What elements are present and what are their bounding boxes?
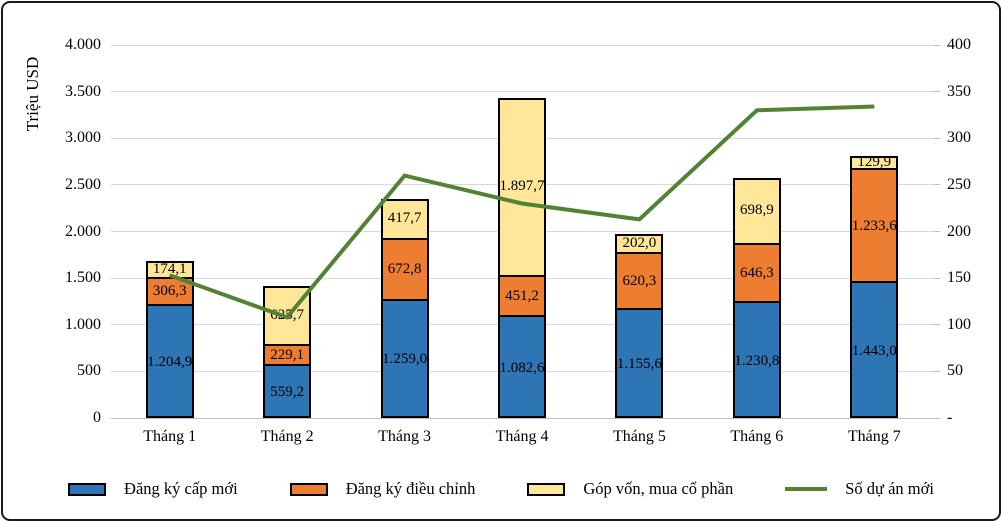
x-axis-label: Tháng 6 xyxy=(730,428,784,445)
x-axis-label: Tháng 2 xyxy=(260,428,314,445)
right-axis-tick-label: 350 xyxy=(947,82,971,100)
bar-segment-ang-ky-cap-moi xyxy=(617,308,662,416)
legend-label: Số dự án mới xyxy=(845,479,934,498)
x-axis-label: Tháng 5 xyxy=(612,428,666,445)
left-axis-tick-label: 3.500 xyxy=(65,82,101,100)
legend-item-ang-ky-ieu-chinh: Đăng ký điều chỉnh xyxy=(289,479,476,499)
legend-item-so-du-an-moi: Số dự án mới xyxy=(785,479,934,499)
bar-thang-7 xyxy=(850,156,899,418)
bar-thang-6 xyxy=(732,177,781,418)
left-axis-tick-label: 0 xyxy=(93,409,101,426)
left-axis-tick-label: 2.000 xyxy=(65,222,101,240)
right-axis-tick-mark xyxy=(933,44,940,46)
bar-segment-ang-ky-cap-moi xyxy=(147,303,192,416)
gridline xyxy=(111,417,933,419)
legend-swatch-ang-ky-cap-moi xyxy=(68,482,107,496)
x-axis-label: Tháng 1 xyxy=(143,428,197,445)
legend-label: Đăng ký điều chỉnh xyxy=(345,479,476,498)
plot-area: 1.204,9 306,3 174,1 559,2 229,1 625,7 1.259,0 6… xyxy=(111,44,933,419)
left-axis-tick-label: 1.500 xyxy=(65,269,101,287)
left-axis-tick-label: 1.000 xyxy=(65,315,101,333)
right-axis-tick-mark xyxy=(933,91,940,93)
bar-thang-3 xyxy=(380,198,429,418)
bar-segment-gop-von-mua-co-phan xyxy=(852,158,897,169)
bar-segment-ang-ky-cap-moi xyxy=(852,281,897,416)
right-axis-tick-mark xyxy=(933,137,940,139)
bar-segment-gop-von-mua-co-phan xyxy=(617,235,662,253)
right-axis-tick-label: 400 xyxy=(947,36,971,53)
bar-segment-ang-ky-ieu-chinh xyxy=(500,274,544,316)
bar-segment-ang-ky-ieu-chinh xyxy=(617,252,662,309)
right-axis-tick-mark xyxy=(933,417,940,419)
bar-thang-2 xyxy=(263,286,312,418)
bar-segment-gop-von-mua-co-phan xyxy=(382,200,427,238)
bar-segment-gop-von-mua-co-phan xyxy=(734,179,779,243)
gridline xyxy=(111,91,933,93)
bar-segment-ang-ky-cap-moi xyxy=(500,315,544,416)
right-axis-tick-mark xyxy=(933,231,940,232)
x-axis-label: Tháng 3 xyxy=(378,428,431,445)
legend-item-ang-ky-cap-moi: Đăng ký cấp mới xyxy=(68,479,238,499)
right-axis-tick-label: 50 xyxy=(947,362,963,380)
bar-segment-gop-von-mua-co-phan xyxy=(500,100,544,275)
bar-segment-ang-ky-cap-moi xyxy=(734,301,779,416)
legend-line-swatch xyxy=(785,487,828,491)
left-axis-tick-label: 3.000 xyxy=(65,129,101,147)
right-axis-tick-mark xyxy=(933,324,940,326)
new-projects-line xyxy=(169,104,875,320)
right-axis-tick-label: 300 xyxy=(947,129,971,147)
right-axis-tick-mark xyxy=(933,370,940,372)
bar-thang-5 xyxy=(615,233,664,418)
bar-segment-gop-von-mua-co-phan xyxy=(147,262,192,278)
right-axis-tick-label: 200 xyxy=(947,222,971,240)
x-axis-label: Tháng 7 xyxy=(847,428,901,445)
legend-swatch-ang-ky-ieu-chinh xyxy=(289,482,328,496)
legend-label: Đăng ký cấp mới xyxy=(124,479,238,498)
left-axis-tick-label: 2.500 xyxy=(65,175,101,193)
bar-segment-ang-ky-ieu-chinh xyxy=(734,242,779,302)
right-axis-tick-mark xyxy=(933,184,940,186)
right-axis-tick-label: - xyxy=(947,409,953,426)
left-axis-tick-label: 4.000 xyxy=(65,36,101,53)
left-axis-tick-label: 500 xyxy=(77,362,101,380)
x-axis-label: Tháng 4 xyxy=(495,428,549,445)
bar-segment-ang-ky-cap-moi xyxy=(382,298,427,416)
legend: Đăng ký cấp mới Đăng ký điều chỉnh Góp vốn… xyxy=(3,469,999,509)
bar-segment-ang-ky-ieu-chinh xyxy=(382,237,427,299)
right-axis-tick-label: 150 xyxy=(947,269,971,287)
right-axis-tick-label: 100 xyxy=(947,315,971,333)
bar-thang-1 xyxy=(145,260,194,418)
bar-segment-ang-ky-ieu-chinh xyxy=(265,344,310,364)
right-axis-tick-label: 250 xyxy=(947,175,971,193)
bar-segment-ang-ky-ieu-chinh xyxy=(852,168,897,282)
gridline xyxy=(111,44,933,46)
legend-label: Góp vốn, mua cổ phần xyxy=(583,479,734,498)
bar-segment-ang-ky-cap-moi xyxy=(265,363,310,416)
bar-thang-4 xyxy=(498,98,546,418)
legend-swatch-gop-von-mua-co-phan xyxy=(527,482,566,496)
legend-item-gop-von-mua-co-phan: Góp vốn, mua cổ phần xyxy=(527,479,733,499)
right-axis-tick-mark xyxy=(933,277,940,279)
